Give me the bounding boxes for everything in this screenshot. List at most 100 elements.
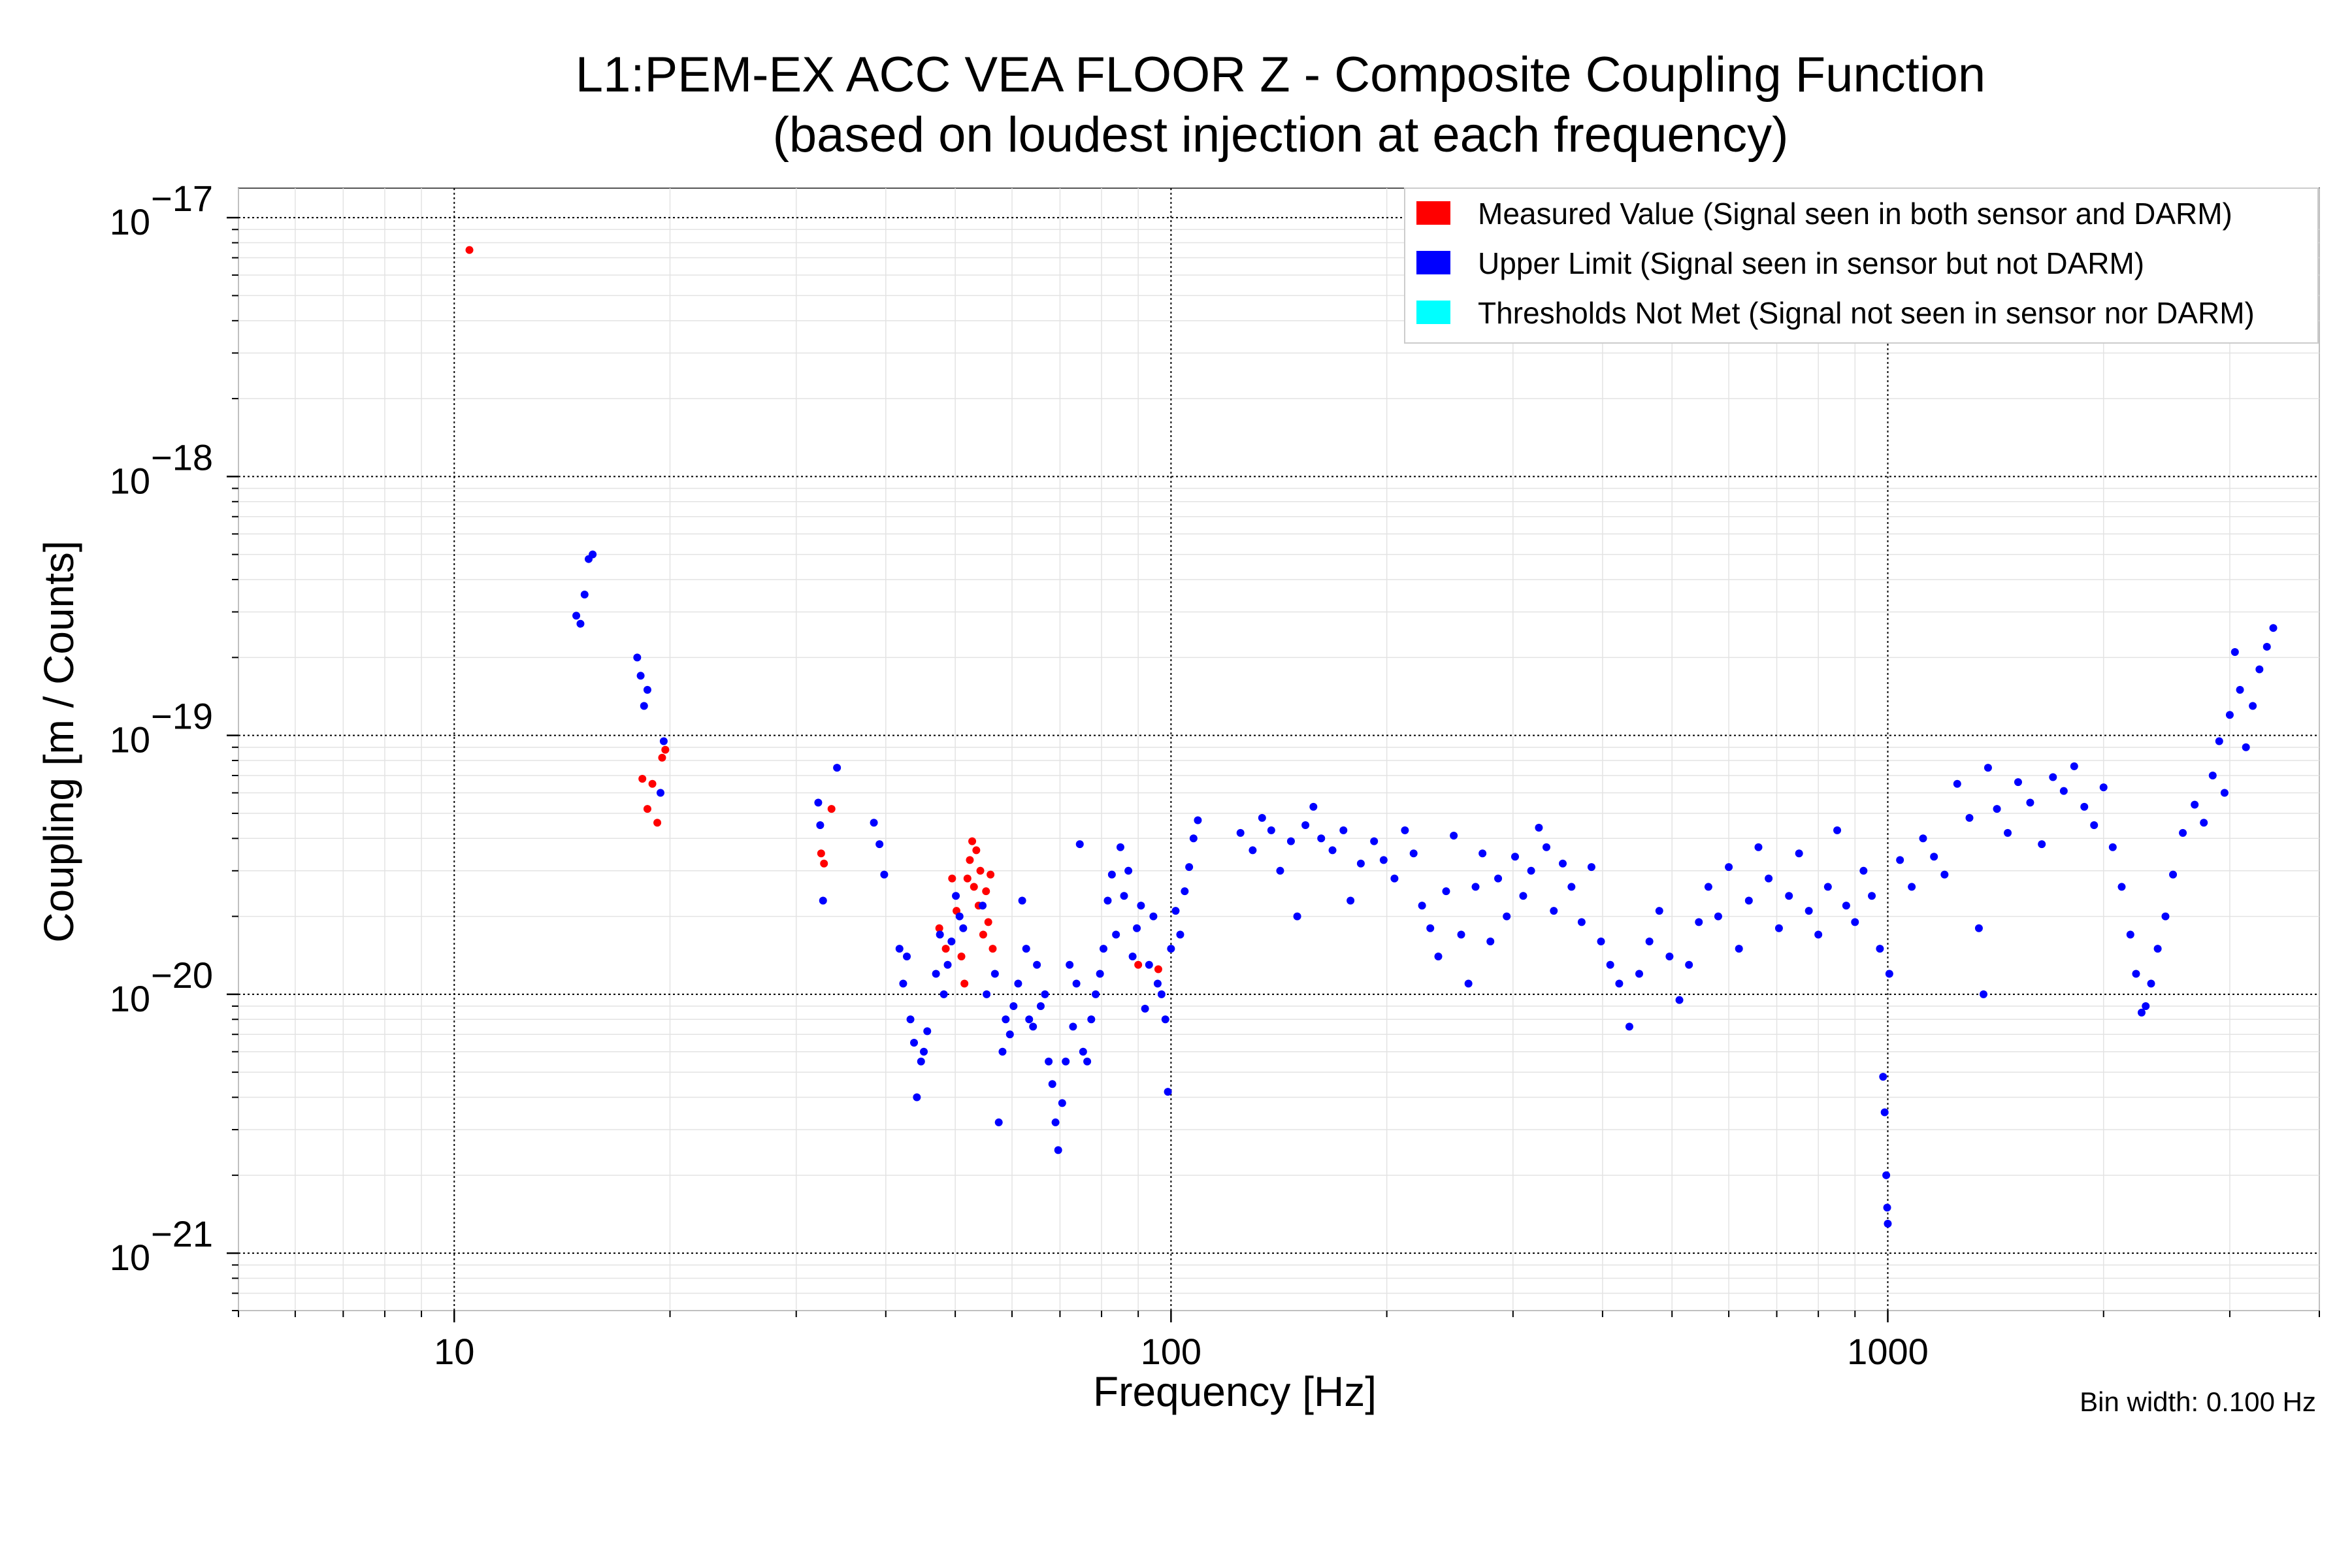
upper-limit-point [1774, 924, 1783, 932]
upper-limit-point [1550, 907, 1558, 915]
measured-point [827, 805, 836, 813]
upper-limit-point [1876, 945, 1884, 953]
upper-limit-point [1993, 805, 2001, 813]
upper-limit-point [2215, 737, 2223, 745]
upper-limit-point [2080, 802, 2089, 811]
upper-limit-point [906, 1015, 915, 1024]
upper-limit-point [1478, 849, 1487, 858]
upper-limit-point [1859, 866, 1868, 875]
upper-limit-point [1128, 952, 1137, 960]
upper-limit-point [1754, 843, 1763, 851]
upper-limit-point [2225, 711, 2234, 719]
upper-limit-point [1014, 979, 1022, 988]
y-tick-label-exponent: −21 [151, 1213, 213, 1254]
upper-limit-point [1083, 1057, 1092, 1066]
legend: Measured Value (Signal seen in both sens… [1404, 188, 2319, 344]
legend-label-upper-limit: Upper Limit (Signal seen in sensor but n… [1478, 246, 2144, 280]
upper-limit-point [1018, 896, 1026, 905]
upper-limit-point [2126, 930, 2134, 939]
upper-limit-point [880, 870, 889, 879]
upper-limit-point [994, 1118, 1003, 1126]
upper-limit-point [1625, 1022, 1633, 1031]
measured-point [941, 945, 950, 953]
upper-limit-point [1885, 970, 1893, 978]
upper-limit-point [947, 937, 956, 945]
legend-label-measured: Measured Value (Signal seen in both sens… [1478, 197, 2232, 231]
upper-limit-point [1029, 1022, 1037, 1031]
chart-subtitle: (based on loudest injection at each freq… [773, 107, 1789, 163]
upper-limit-point [1615, 979, 1624, 988]
upper-limit-point [580, 591, 589, 599]
upper-limit-point [816, 821, 825, 830]
axis-ticks [227, 216, 2320, 1322]
upper-limit-point [932, 970, 940, 978]
upper-limit-point [899, 979, 907, 988]
legend-label-thresholds: Thresholds Not Met (Signal not seen in s… [1478, 296, 2255, 330]
upper-limit-point [1735, 945, 1743, 953]
upper-limit-point [1051, 1118, 1060, 1126]
upper-limit-point [1883, 1203, 1891, 1212]
measured-point [957, 952, 966, 960]
upper-limit-point [1930, 853, 1938, 861]
upper-limit-point [1833, 826, 1842, 834]
upper-limit-point [1045, 1057, 1053, 1066]
upper-limit-point [640, 702, 648, 710]
upper-limit-point [1069, 1022, 1077, 1031]
upper-limit-point [903, 952, 911, 960]
upper-limit-point [1356, 859, 1365, 868]
upper-limit-point [572, 612, 581, 620]
upper-limit-point [2026, 798, 2034, 807]
y-tick-label-exponent: −20 [151, 955, 213, 996]
x-tick-label: 1000 [1847, 1331, 1929, 1372]
upper-limit-point [1814, 930, 1823, 939]
upper-limit-point [1161, 1015, 1169, 1024]
upper-limit-point [833, 764, 841, 772]
upper-limit-point [1112, 930, 1120, 939]
upper-limit-point [1685, 960, 1693, 969]
upper-limit-point [2269, 624, 2278, 632]
upper-limit-point [576, 619, 585, 628]
measured-point [979, 930, 987, 939]
upper-limit-point [955, 912, 964, 921]
upper-limit-point [1087, 1015, 1096, 1024]
measured-point [643, 805, 651, 813]
upper-limit-point [1036, 1002, 1045, 1010]
upper-limit-point [952, 892, 960, 900]
upper-limit-point [1842, 902, 1850, 910]
upper-limit-point [1409, 849, 1418, 858]
upper-limit-point [1092, 990, 1100, 998]
upper-limit-point [2090, 821, 2099, 830]
upper-limit-point [2208, 771, 2217, 779]
upper-limit-point [875, 840, 884, 849]
upper-limit-point [1058, 1099, 1066, 1107]
upper-limit-point [1896, 856, 1904, 864]
upper-limit-point [1695, 918, 1703, 926]
measured-point [988, 945, 997, 953]
upper-limit-point [1785, 892, 1793, 900]
upper-limit-point [657, 789, 665, 797]
upper-limit-point [1464, 979, 1473, 988]
upper-limit-point [2014, 778, 2022, 787]
upper-limit-point [1379, 856, 1388, 864]
upper-limit-point [1339, 826, 1348, 834]
upper-limit-point [1033, 960, 1041, 969]
upper-limit-point [1665, 952, 1674, 960]
measured-point [982, 887, 990, 896]
measured-point [972, 846, 981, 855]
upper-limit-point [1276, 866, 1284, 875]
upper-limit-point [1390, 874, 1399, 883]
upper-limit-point [936, 930, 944, 939]
measured-point [1134, 960, 1143, 969]
y-tick-label-exponent: −18 [151, 436, 213, 478]
upper-limit-point [1450, 832, 1458, 840]
measured-point [984, 918, 992, 926]
upper-limit-point [1309, 802, 1318, 811]
upper-limit-point [1471, 883, 1480, 891]
upper-limit-point [1062, 1057, 1070, 1066]
upper-limit-point [917, 1057, 925, 1066]
upper-limit-point [1194, 816, 1202, 825]
upper-limit-point [1527, 866, 1535, 875]
upper-limit-point [1075, 840, 1084, 849]
y-tick-label-base: 10 [110, 978, 150, 1019]
upper-limit-point [1079, 1047, 1087, 1056]
